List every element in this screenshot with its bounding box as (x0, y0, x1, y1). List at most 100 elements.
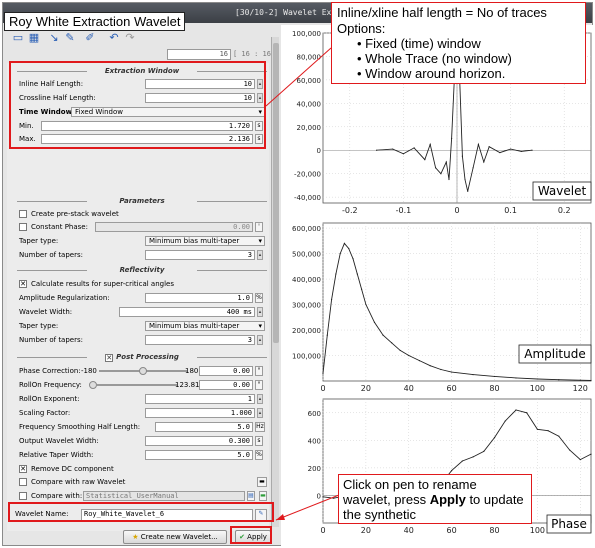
post-processing-checkbox[interactable]: ✕ (105, 354, 114, 362)
phase-slider-knob[interactable] (139, 367, 147, 375)
param-num-tapers-input[interactable]: 3 (145, 250, 255, 260)
compare-raw-checkbox[interactable] (19, 478, 27, 486)
wand-icon[interactable]: ✎ (65, 30, 75, 44)
compare-raw-label: Compare with raw Wavelet (31, 478, 126, 486)
x-tick-label: 100 (530, 384, 545, 393)
chart-title: Amplitude (524, 347, 586, 361)
redo-icon[interactable]: ↷ (125, 30, 135, 44)
remove-dc-label: Remove DC component (31, 465, 114, 473)
refl-num-tapers-input[interactable]: 3 (145, 335, 255, 345)
data-point (520, 150, 522, 153)
rolloff-frequency-input[interactable]: 0.00 (199, 380, 253, 390)
data-point (467, 190, 469, 192)
crossline-spin[interactable]: ▴ (257, 93, 263, 103)
data-point (322, 372, 324, 374)
bottom-callout-pre: Click on pen to rename wavelet, press (343, 477, 477, 507)
x-tick-label: 0 (320, 526, 325, 535)
data-point (579, 379, 581, 381)
amp-reg-row: Amplitude Regularization: 1.0 % (19, 293, 267, 304)
x-tick-label: 0.1 (504, 206, 517, 215)
compare-browse-icon[interactable]: ▤ (247, 491, 255, 501)
scaling-factor-input[interactable]: 1.000 (145, 408, 255, 418)
data-point (504, 420, 506, 422)
supercritical-checkbox[interactable]: ✕ (19, 280, 27, 288)
callout-arrow-bottom-head (276, 514, 285, 520)
phase-correction-label: Phase Correction: (19, 367, 81, 375)
min-input[interactable]: 1.720 (41, 121, 253, 131)
create-new-wavelet-button[interactable]: ★ Create new Wavelet... (123, 530, 227, 544)
refl-taper-select[interactable]: Minimum bias multi-taper (145, 321, 265, 331)
x-tick-label: 0 (320, 384, 325, 393)
time-window-label: Time Window: (19, 108, 75, 116)
compare-raw-color[interactable]: ▬ (257, 477, 267, 487)
refl-num-tapers-spin[interactable]: ▴ (257, 335, 263, 345)
phase-min-label: -180 (81, 367, 97, 375)
relative-taper-input[interactable]: 5.0 (145, 450, 253, 460)
data-point (451, 470, 453, 472)
phase-correction-input[interactable]: 0.00 (199, 366, 253, 376)
data-point (558, 379, 560, 381)
data-point (493, 375, 496, 378)
scaling-factor-spin[interactable]: ▴ (257, 408, 263, 418)
bottom-callout-bold: Apply (429, 492, 466, 507)
constant-phase-input[interactable]: 0.00 (95, 222, 253, 232)
pen-icon[interactable]: ✐ (85, 30, 95, 44)
rolloff-exponent-spin[interactable]: ▴ (257, 394, 263, 404)
inline-spin[interactable]: ▴ (257, 79, 263, 89)
top-callout-line1: Inline/xline half length = No of traces (337, 5, 547, 20)
x-tick-label: 20 (361, 526, 371, 535)
wavelet-width-spin[interactable]: ▴ (257, 307, 263, 317)
relative-taper-label: Relative Taper Width: (19, 451, 94, 459)
data-point (376, 149, 378, 151)
star-icon: ★ (132, 533, 139, 541)
prestack-checkbox[interactable] (19, 210, 27, 218)
new-icon[interactable]: ▭ (12, 30, 24, 44)
rolloff-exponent-input[interactable]: 1 (145, 394, 255, 404)
remove-dc-checkbox[interactable]: ✕ (19, 465, 27, 473)
output-width-input[interactable]: 0.300 (145, 436, 253, 446)
phase-unit: ° (255, 366, 263, 376)
wavelet-name-highlight (8, 502, 274, 522)
compare-with-input[interactable]: Statistical_UserManual (83, 491, 245, 501)
data-point (493, 436, 496, 439)
param-taper-select[interactable]: Minimum bias multi-taper (145, 236, 265, 246)
panel-scrollbar[interactable] (271, 37, 279, 527)
wavelet-name-label: Wavelet Name: (15, 510, 69, 518)
rolloff-frequency-knob[interactable] (89, 381, 97, 389)
data-point (365, 303, 367, 306)
callout-arrow-bottom (275, 494, 340, 521)
amp-reg-input[interactable]: 1.0 (145, 293, 253, 303)
top-callout-bullet: • Whole Trace (no window) (357, 51, 512, 66)
freq-smoothing-input[interactable]: 5.0 (155, 422, 253, 432)
compare-with-color[interactable]: ▬ (259, 491, 267, 501)
compare-with-row: Compare with: Statistical_UserManual ▤ ▬ (19, 491, 267, 502)
refl-taper-label: Taper type: (19, 322, 59, 330)
parameters-heading: Parameters (17, 197, 267, 205)
wavelet-width-input[interactable]: 400 ms (119, 307, 255, 317)
max-input[interactable]: 2.136 (41, 134, 253, 144)
constant-phase-checkbox[interactable] (19, 223, 27, 231)
inline-half-length-input[interactable]: 10 (145, 79, 255, 89)
undo-icon[interactable]: ↶ (109, 30, 119, 44)
wavelet-width-label: Wavelet Width: (19, 308, 73, 316)
page-number-field[interactable]: 16 (167, 49, 231, 60)
scrollbar-thumb[interactable] (273, 43, 279, 343)
crossline-half-length-input[interactable]: 10 (145, 93, 255, 103)
param-taper-row: Taper type: Minimum bias multi-taper (19, 236, 267, 247)
data-point (429, 143, 431, 145)
rolloff-frequency-label: RollOn Frequency: (19, 381, 82, 389)
param-num-tapers-spin[interactable]: ▴ (257, 250, 263, 260)
data-point (590, 453, 592, 455)
output-width-unit: s (255, 436, 263, 446)
data-point (477, 143, 480, 145)
page-range: [ 16 : 16] (233, 50, 276, 58)
reflectivity-heading: Reflectivity (17, 266, 267, 274)
top-callout-bullet-text: Fixed (time) window (365, 36, 481, 51)
y-tick-label: 600 (308, 410, 321, 418)
rolloff-frequency-track[interactable] (97, 384, 177, 386)
pick-icon[interactable]: ↘ (49, 30, 59, 44)
data-point (445, 161, 447, 163)
compare-with-checkbox[interactable] (19, 492, 27, 500)
table-icon[interactable]: ▦ (28, 30, 40, 44)
x-tick-label: 120 (573, 384, 588, 393)
